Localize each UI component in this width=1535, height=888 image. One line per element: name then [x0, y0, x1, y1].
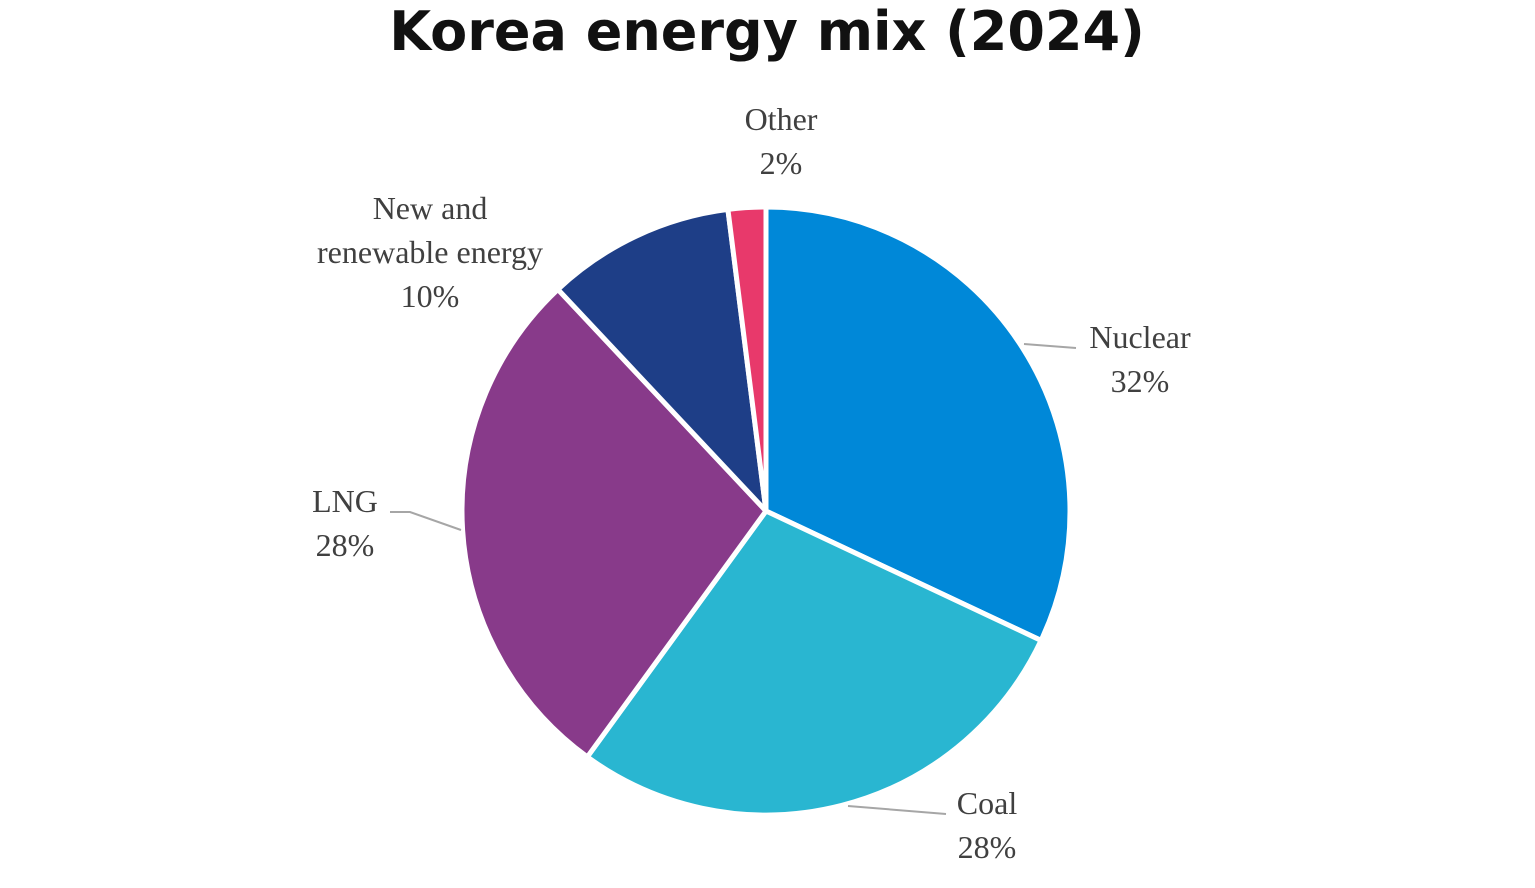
pie-slices [459, 204, 1073, 818]
pie-slice-other [725, 204, 769, 514]
slice-label-name: Other [745, 101, 818, 137]
slice-label-value: 28% [958, 829, 1017, 865]
slice-label-nuclear: Nuclear 32% [1089, 319, 1191, 399]
leader-line-nuclear [1023, 343, 1077, 349]
slice-label-coal: Coal 28% [957, 785, 1018, 865]
pie-slice-coal [584, 508, 1044, 818]
leader-lines [390, 343, 1077, 815]
leader-line-coal [847, 805, 947, 815]
slice-labels: Nuclear 32% Coal 28% LNG 28% New and renewable … [312, 101, 1191, 865]
pie-slice-nuclear [763, 204, 1073, 643]
pie-slice-new-and-renewable-energy [555, 206, 769, 514]
slice-label-lng: LNG 28% [312, 483, 378, 563]
slice-label-name: New and [373, 190, 488, 226]
slice-label-new-and-renewable-energy: New and renewable energy 10% [317, 190, 543, 314]
slice-label-name: Nuclear [1089, 319, 1191, 355]
slice-label-other: Other 2% [745, 101, 818, 181]
slice-label-value: 32% [1111, 363, 1170, 399]
slice-label-value: 10% [401, 278, 460, 314]
slice-label-name: renewable energy [317, 234, 543, 270]
pie-slice-lng [459, 286, 769, 760]
slice-label-name: LNG [312, 483, 378, 519]
slice-label-value: 2% [760, 145, 803, 181]
slice-label-value: 28% [316, 527, 375, 563]
leader-line-lng [390, 511, 462, 531]
chart-title: Korea energy mix (2024) [389, 0, 1145, 63]
slice-label-name: Coal [957, 785, 1018, 821]
